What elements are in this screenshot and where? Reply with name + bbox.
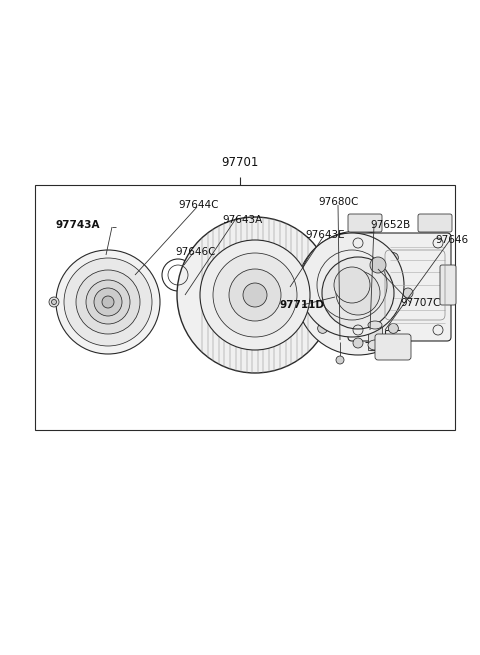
Circle shape — [243, 283, 267, 307]
Circle shape — [76, 270, 140, 334]
FancyBboxPatch shape — [418, 214, 452, 232]
Text: 97646: 97646 — [435, 235, 468, 245]
Circle shape — [49, 297, 59, 307]
Circle shape — [336, 271, 380, 315]
Circle shape — [336, 356, 344, 364]
Circle shape — [334, 267, 370, 303]
Text: 97707C: 97707C — [400, 298, 440, 308]
Text: 97646C: 97646C — [175, 247, 216, 257]
FancyBboxPatch shape — [348, 233, 451, 341]
Circle shape — [296, 231, 420, 355]
Ellipse shape — [368, 321, 382, 329]
Text: 97743A: 97743A — [55, 220, 99, 230]
Circle shape — [64, 258, 152, 346]
Circle shape — [403, 288, 413, 298]
Circle shape — [322, 257, 394, 329]
Circle shape — [213, 253, 297, 337]
Ellipse shape — [368, 340, 382, 350]
Circle shape — [94, 288, 122, 316]
Circle shape — [318, 253, 328, 263]
Circle shape — [86, 280, 130, 324]
Circle shape — [300, 233, 404, 337]
Circle shape — [51, 299, 57, 305]
Text: 97711D: 97711D — [280, 300, 325, 310]
FancyBboxPatch shape — [440, 265, 456, 305]
Circle shape — [303, 288, 313, 298]
Circle shape — [370, 257, 386, 273]
Bar — [35, 185, 455, 430]
FancyBboxPatch shape — [375, 334, 411, 360]
Circle shape — [177, 217, 333, 373]
Text: 97680C: 97680C — [318, 197, 359, 207]
Text: 97643A: 97643A — [222, 215, 262, 225]
Circle shape — [388, 324, 398, 333]
Circle shape — [353, 338, 363, 348]
Text: 97652B: 97652B — [370, 220, 410, 230]
Text: 97643E: 97643E — [305, 230, 345, 240]
Text: 97644C: 97644C — [178, 200, 218, 210]
Circle shape — [318, 324, 328, 333]
Circle shape — [56, 250, 160, 354]
Circle shape — [388, 253, 398, 263]
Circle shape — [353, 238, 363, 248]
FancyBboxPatch shape — [348, 214, 382, 232]
Circle shape — [102, 296, 114, 308]
Circle shape — [200, 240, 310, 350]
Text: 97701: 97701 — [221, 157, 259, 170]
Circle shape — [229, 269, 281, 321]
Bar — [368, 325, 382, 350]
